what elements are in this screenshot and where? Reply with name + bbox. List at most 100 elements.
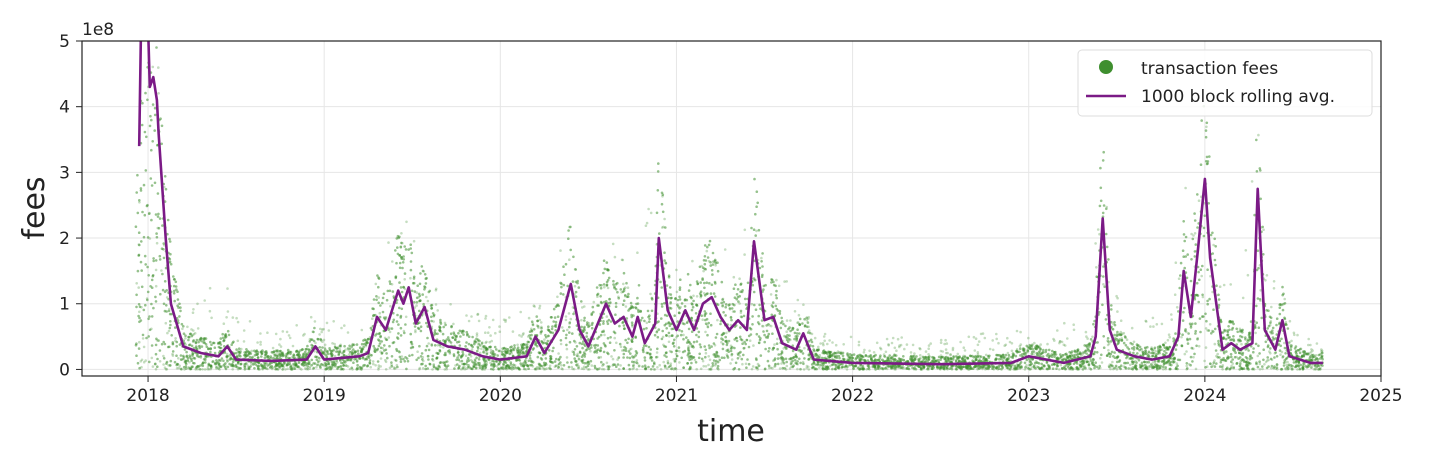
scatter-point <box>1163 350 1166 353</box>
scatter-point <box>424 368 427 371</box>
scatter-point <box>1305 365 1308 368</box>
scatter-point <box>237 350 240 353</box>
scatter-point <box>944 339 947 342</box>
scatter-point <box>741 358 744 361</box>
scatter-point <box>886 338 889 341</box>
scatter-point <box>1270 306 1273 309</box>
scatter-point <box>426 345 429 348</box>
scatter-point <box>947 357 950 360</box>
scatter-point <box>347 331 350 334</box>
scatter-point <box>548 349 551 352</box>
scatter-point <box>1111 361 1114 364</box>
scatter-point <box>138 341 141 344</box>
scatter-point <box>385 338 388 341</box>
scatter-point <box>201 368 204 371</box>
scatter-point <box>1164 366 1167 369</box>
scatter-point <box>471 346 474 349</box>
scatter-point <box>397 323 400 326</box>
scatter-point <box>157 92 160 95</box>
scatter-point <box>1031 344 1034 347</box>
scatter-point <box>1085 331 1088 334</box>
scatter-point <box>1196 226 1199 229</box>
scatter-point <box>863 349 866 352</box>
scatter-point <box>148 315 151 318</box>
scatter-point <box>490 364 493 367</box>
scatter-point <box>758 304 761 307</box>
scatter-point <box>165 322 168 325</box>
scatter-point <box>303 353 306 356</box>
scatter-point <box>613 349 616 352</box>
scatter-point <box>147 274 150 277</box>
scatter-point <box>161 273 164 276</box>
scatter-point <box>236 366 239 369</box>
scatter-point <box>147 335 150 338</box>
scatter-point <box>377 360 380 363</box>
scatter-point <box>1162 368 1165 371</box>
scatter-point <box>338 366 341 369</box>
scatter-point <box>483 349 486 352</box>
scatter-point <box>397 237 400 240</box>
scatter-point <box>668 341 671 344</box>
scatter-point <box>814 367 817 370</box>
scatter-point <box>1162 365 1165 368</box>
scatter-point <box>1101 361 1104 364</box>
scatter-point <box>580 326 583 329</box>
scatter-point <box>303 364 306 367</box>
scatter-point <box>205 343 208 346</box>
scatter-point <box>243 329 246 332</box>
scatter-point <box>369 362 372 365</box>
scatter-point <box>1186 253 1189 256</box>
scatter-point <box>706 318 709 321</box>
scatter-point <box>720 302 723 305</box>
scatter-point <box>152 66 155 69</box>
scatter-point <box>1284 361 1287 364</box>
scatter-point <box>756 202 759 205</box>
scatter-point <box>560 286 563 289</box>
scatter-point <box>149 237 152 240</box>
scatter-point <box>604 344 607 347</box>
scatter-point <box>1124 335 1127 338</box>
scatter-point <box>379 312 382 315</box>
scatter-point <box>1223 284 1226 287</box>
scatter-point <box>477 313 480 316</box>
scatter-point <box>770 293 773 296</box>
scatter-point <box>728 340 731 343</box>
scatter-point <box>694 359 697 362</box>
scatter-point <box>1148 365 1151 368</box>
scatter-point <box>1202 296 1205 299</box>
scatter-point <box>1321 358 1324 361</box>
scatter-point <box>709 312 712 315</box>
scatter-point <box>798 358 801 361</box>
scatter-point <box>324 347 327 350</box>
scatter-point <box>665 262 668 265</box>
scatter-point <box>271 351 274 354</box>
scatter-point <box>410 260 413 263</box>
scatter-point <box>627 293 630 296</box>
scatter-point <box>391 355 394 358</box>
scatter-point <box>1009 367 1012 370</box>
scatter-point <box>565 315 568 318</box>
scatter-point <box>660 368 663 371</box>
scatter-point <box>774 357 777 360</box>
scatter-point <box>665 323 668 326</box>
scatter-point <box>739 283 742 286</box>
scatter-point <box>186 326 189 329</box>
scatter-point <box>1102 159 1105 162</box>
scatter-point <box>776 342 779 345</box>
scatter-point <box>891 342 894 345</box>
scatter-point <box>743 315 746 318</box>
scatter-point <box>1290 346 1293 349</box>
scatter-point <box>819 364 822 367</box>
scatter-point <box>648 320 651 323</box>
scatter-point <box>189 333 192 336</box>
scatter-point <box>419 283 422 286</box>
scatter-point <box>373 298 376 301</box>
scatter-point <box>543 368 546 371</box>
scatter-point <box>706 246 709 249</box>
scatter-point <box>610 320 613 323</box>
scatter-point <box>525 368 528 371</box>
scatter-point <box>708 282 711 285</box>
scatter-point <box>1107 337 1110 340</box>
scatter-point <box>220 337 223 340</box>
scatter-point <box>397 337 400 340</box>
